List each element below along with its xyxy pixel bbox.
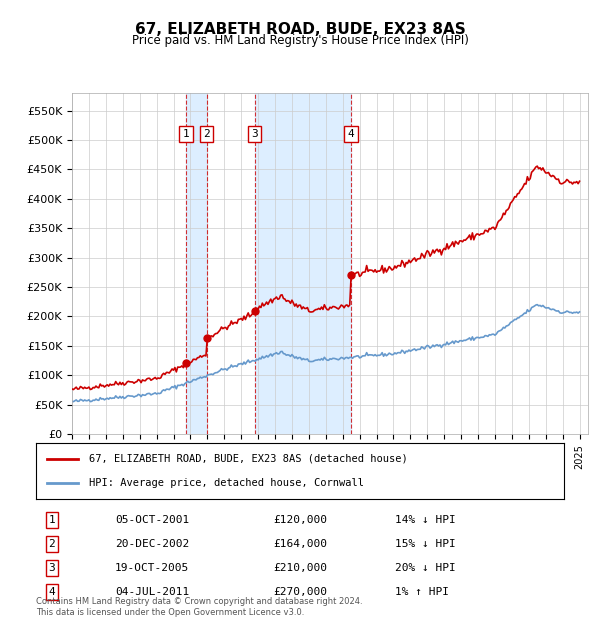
- Text: 20% ↓ HPI: 20% ↓ HPI: [395, 563, 456, 573]
- Text: 4: 4: [348, 129, 355, 139]
- Text: 05-OCT-2001: 05-OCT-2001: [115, 515, 190, 525]
- Text: 15% ↓ HPI: 15% ↓ HPI: [395, 539, 456, 549]
- Text: 19-OCT-2005: 19-OCT-2005: [115, 563, 190, 573]
- Text: Price paid vs. HM Land Registry's House Price Index (HPI): Price paid vs. HM Land Registry's House …: [131, 34, 469, 47]
- Text: 3: 3: [251, 129, 258, 139]
- Bar: [254, 93, 351, 434]
- Text: £164,000: £164,000: [274, 539, 328, 549]
- Text: 1% ↑ HPI: 1% ↑ HPI: [395, 587, 449, 597]
- Text: 04-JUL-2011: 04-JUL-2011: [115, 587, 190, 597]
- Text: 1: 1: [183, 129, 190, 139]
- Bar: [186, 93, 206, 434]
- Text: 2: 2: [49, 539, 55, 549]
- Text: £120,000: £120,000: [274, 515, 328, 525]
- Text: £270,000: £270,000: [274, 587, 328, 597]
- Text: 1: 1: [49, 515, 55, 525]
- Text: 2: 2: [203, 129, 210, 139]
- Text: 4: 4: [49, 587, 55, 597]
- Text: 14% ↓ HPI: 14% ↓ HPI: [395, 515, 456, 525]
- Text: 20-DEC-2002: 20-DEC-2002: [115, 539, 190, 549]
- Text: £210,000: £210,000: [274, 563, 328, 573]
- Text: 3: 3: [49, 563, 55, 573]
- Text: HPI: Average price, detached house, Cornwall: HPI: Average price, detached house, Corn…: [89, 479, 364, 489]
- Text: 67, ELIZABETH ROAD, BUDE, EX23 8AS (detached house): 67, ELIZABETH ROAD, BUDE, EX23 8AS (deta…: [89, 454, 407, 464]
- Text: 67, ELIZABETH ROAD, BUDE, EX23 8AS: 67, ELIZABETH ROAD, BUDE, EX23 8AS: [134, 22, 466, 37]
- Text: Contains HM Land Registry data © Crown copyright and database right 2024.
This d: Contains HM Land Registry data © Crown c…: [36, 598, 362, 617]
